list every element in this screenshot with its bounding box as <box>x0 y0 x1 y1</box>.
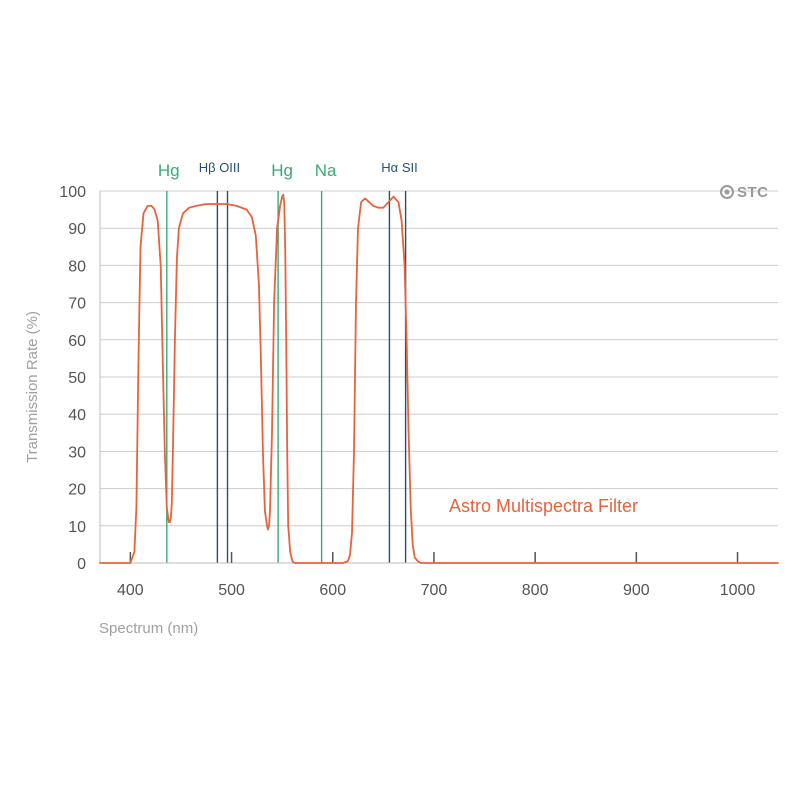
curve-layer <box>99 193 779 564</box>
annotation-hbeta-oiii: Hβ OIII <box>199 160 240 175</box>
y-axis-title: Transmission Rate (%) <box>24 311 41 463</box>
x-tick-label-500: 500 <box>218 582 245 599</box>
stc-brand-text: STC <box>737 184 769 201</box>
y-tick-label-90: 90 <box>68 221 86 238</box>
y-tick-label-50: 50 <box>68 370 86 387</box>
annotation-hg-436: Hg <box>158 161 180 180</box>
x-tick-label-800: 800 <box>522 582 549 599</box>
grid-lines <box>100 190 778 527</box>
y-tick-label-70: 70 <box>68 296 86 313</box>
stc-logo-dot <box>724 189 730 195</box>
y-tick-label-40: 40 <box>68 407 86 424</box>
transmission-curve <box>99 193 779 564</box>
x-tick-label-700: 700 <box>421 582 448 599</box>
y-tick-label-100: 100 <box>59 184 86 201</box>
labels: Hg Hβ OIII Hg Na Hα SII Astro Multispect… <box>24 160 638 637</box>
y-tick-label-30: 30 <box>68 444 86 461</box>
annotation-na: Na <box>315 161 337 180</box>
x-axis-title: Spectrum (nm) <box>99 620 198 637</box>
x-tick-label-1000: 1000 <box>720 582 756 599</box>
annotation-hg-546: Hg <box>271 161 293 180</box>
x-tick-label-900: 900 <box>623 582 650 599</box>
x-tick-label-600: 600 <box>319 582 346 599</box>
stc-logo: STC <box>720 184 769 201</box>
y-tick-label-60: 60 <box>68 333 86 350</box>
annotation-halpha-sii: Hα SII <box>381 160 417 175</box>
axes: 0 10 20 30 40 50 60 70 80 90 100 400 500 600 700 800 900… <box>59 184 778 599</box>
emission-lines <box>166 191 407 563</box>
series-label-astro-multispectra-filter: Astro Multispectra Filter <box>449 496 638 516</box>
stc-logo-icon <box>720 185 734 199</box>
y-tick-label-20: 20 <box>68 482 86 499</box>
y-tick-label-0: 0 <box>77 556 86 573</box>
y-tick-label-10: 10 <box>68 519 86 536</box>
y-tick-label-80: 80 <box>68 258 86 275</box>
x-tick-label-400: 400 <box>117 582 144 599</box>
